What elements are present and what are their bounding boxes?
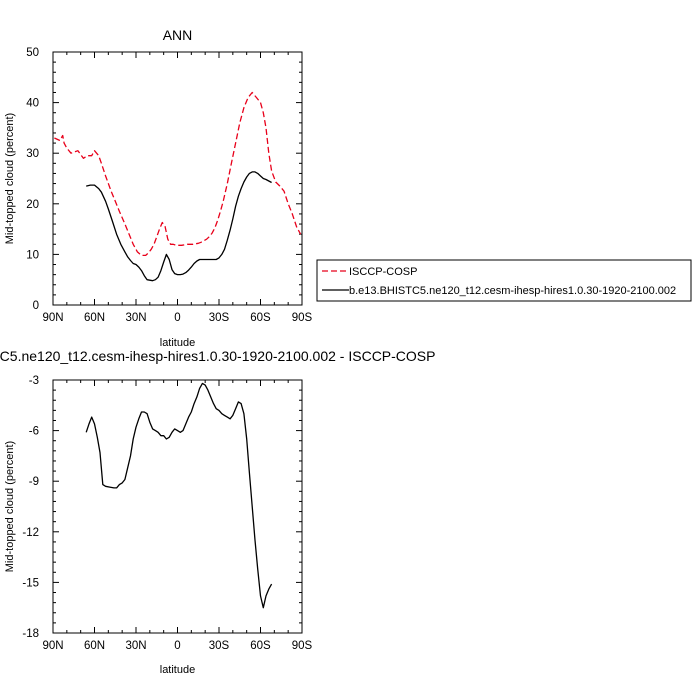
y-tick-label: -9 xyxy=(29,476,39,488)
y-tick-label: -6 xyxy=(29,426,39,438)
x-tick-label: 60N xyxy=(84,640,105,652)
x-tick-label: 0 xyxy=(174,640,180,652)
chart-title: b.e13.BHISTC5.ne120_t12.cesm-ihesp-hires… xyxy=(0,348,435,364)
x-tick-label: 90N xyxy=(42,640,63,652)
x-tick-label: 90S xyxy=(292,640,313,652)
y-tick-label: 40 xyxy=(26,98,39,110)
plot-frame xyxy=(52,379,303,634)
legend-label-1: ISCCP-COSP xyxy=(349,266,417,278)
y-tick-label: -3 xyxy=(29,375,39,387)
series-line-1 xyxy=(54,91,302,257)
x-tick-label: 30S xyxy=(209,640,230,652)
x-tick-label: 0 xyxy=(174,312,180,324)
x-tick-label: 60N xyxy=(84,312,105,324)
x-tick-label: 90N xyxy=(42,312,63,324)
legend: ISCCP-COSP b.e13.BHISTC5.ne120_t12.cesm-i… xyxy=(316,259,692,302)
chart-panel-1: 90N 60N 30N 0 30S 60S 90S 0 10 20 30 40 50 ANN latitud… xyxy=(4,27,692,349)
y-tick-label: 30 xyxy=(26,148,39,160)
legend-label-2: b.e13.BHISTC5.ne120_t12.cesm-ihesp-hires… xyxy=(349,285,676,297)
chart-panel-2: 90N 60N 30N 0 30S 60S 90S -3 -6 -9 -12 -15 -18 b.e13.… xyxy=(0,348,435,676)
x-tick-label: 30S xyxy=(209,312,230,324)
x-tick-label: 60S xyxy=(250,640,271,652)
chart-title: ANN xyxy=(163,27,193,43)
y-tick-label: -18 xyxy=(22,628,39,640)
x-axis-label: latitude xyxy=(160,664,195,676)
y-axis-label: Mid-topped cloud (percent) xyxy=(4,441,16,572)
x-tick-label: 30N xyxy=(125,640,146,652)
y-tick-label: 0 xyxy=(33,300,39,312)
x-tick-label: 30N xyxy=(125,312,146,324)
y-tick-label: 20 xyxy=(26,199,39,211)
y-tick-label: 10 xyxy=(26,249,39,261)
x-tick-label: 60S xyxy=(250,312,271,324)
series-line-1 xyxy=(85,382,273,609)
y-axis-label: Mid-topped cloud (percent) xyxy=(4,113,16,244)
x-tick-label: 90S xyxy=(292,312,313,324)
x-axis-label: latitude xyxy=(160,337,195,349)
series-line-2 xyxy=(86,171,272,282)
y-tick-label: -15 xyxy=(22,577,39,589)
legend-box xyxy=(316,259,692,302)
y-tick-label: 50 xyxy=(26,47,39,59)
y-tick-label: -12 xyxy=(22,527,39,539)
